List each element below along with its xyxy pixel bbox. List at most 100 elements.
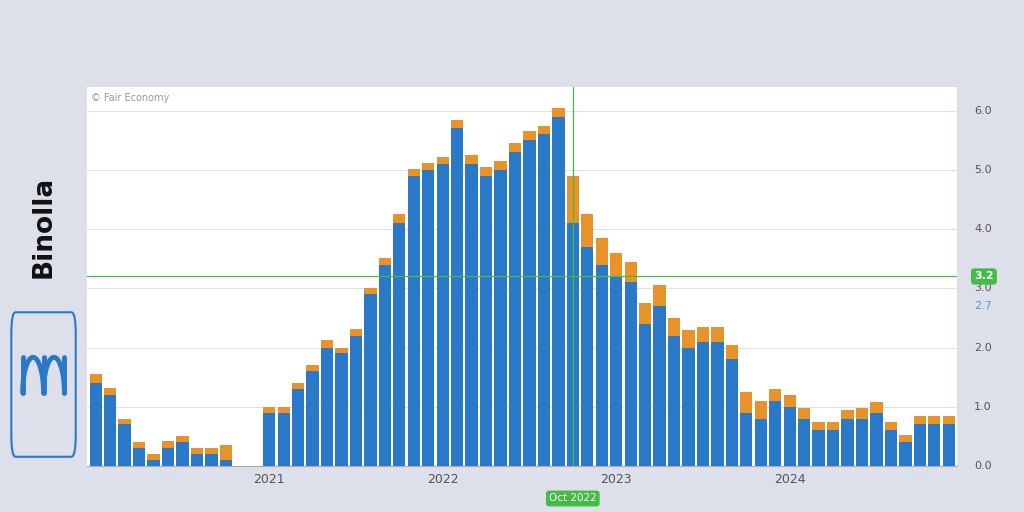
Bar [119, 424, 131, 466]
Bar [712, 327, 724, 342]
Bar [336, 353, 348, 466]
Bar [495, 170, 507, 466]
Bar [365, 288, 377, 294]
Bar [870, 413, 883, 466]
Bar [162, 441, 174, 448]
Bar [610, 276, 623, 466]
Bar [682, 348, 694, 466]
Text: Binolla: Binolla [31, 176, 56, 279]
Bar [928, 416, 940, 424]
Bar [769, 401, 781, 466]
Bar [306, 365, 318, 371]
Bar [842, 419, 854, 466]
Bar [205, 454, 217, 466]
Bar [480, 167, 493, 176]
Bar [610, 253, 623, 276]
Bar [668, 336, 680, 466]
Bar [712, 342, 724, 466]
Bar [89, 383, 101, 466]
Bar [769, 389, 781, 401]
Bar [466, 155, 478, 164]
Bar [943, 416, 955, 424]
Bar [885, 431, 897, 466]
Bar [408, 176, 420, 466]
Bar [726, 359, 738, 466]
Text: © Fair Economy: © Fair Economy [91, 93, 170, 103]
Bar [827, 421, 840, 431]
Bar [755, 401, 767, 419]
Bar [365, 294, 377, 466]
Bar [509, 143, 521, 152]
Bar [856, 408, 868, 419]
Bar [451, 120, 463, 129]
Bar [190, 448, 203, 454]
Bar [89, 374, 101, 383]
Text: Oct 2022: Oct 2022 [549, 494, 597, 503]
Bar [783, 395, 796, 407]
Bar [928, 424, 940, 466]
Bar [393, 215, 406, 223]
Bar [422, 170, 434, 466]
Bar [263, 413, 275, 466]
Bar [190, 454, 203, 466]
Bar [292, 389, 304, 466]
Bar [104, 388, 117, 395]
Bar [379, 265, 391, 466]
Bar [566, 223, 579, 466]
Bar [552, 117, 564, 466]
Bar [408, 169, 420, 176]
Bar [278, 413, 290, 466]
Bar [596, 238, 608, 265]
Bar [653, 306, 666, 466]
Bar [263, 407, 275, 413]
Bar [668, 318, 680, 336]
Bar [538, 125, 550, 135]
Bar [306, 371, 318, 466]
Bar [133, 448, 145, 466]
Text: 4.0: 4.0 [974, 224, 992, 234]
Bar [176, 436, 188, 442]
Bar [321, 348, 333, 466]
Bar [696, 342, 709, 466]
Bar [812, 421, 824, 431]
Bar [104, 395, 117, 466]
Bar [422, 163, 434, 170]
Bar [596, 265, 608, 466]
Bar [336, 348, 348, 353]
Bar [625, 283, 637, 466]
Bar [696, 327, 709, 342]
Bar [899, 442, 911, 466]
Bar [783, 407, 796, 466]
Bar [812, 431, 824, 466]
Bar [842, 410, 854, 419]
Bar [726, 345, 738, 359]
Bar [451, 129, 463, 466]
Bar [682, 330, 694, 348]
Text: 5.0: 5.0 [974, 165, 991, 175]
Bar [582, 247, 594, 466]
Bar [870, 402, 883, 413]
Bar [913, 424, 926, 466]
Bar [176, 442, 188, 466]
Bar [625, 262, 637, 283]
Bar [393, 223, 406, 466]
Bar [755, 419, 767, 466]
Bar [162, 448, 174, 466]
Bar [278, 407, 290, 413]
Bar [582, 215, 594, 247]
Bar [538, 135, 550, 466]
Bar [523, 132, 536, 140]
Bar [509, 152, 521, 466]
Bar [466, 164, 478, 466]
Bar [566, 176, 579, 223]
Bar [147, 454, 160, 460]
Bar [653, 285, 666, 306]
Bar [495, 161, 507, 170]
Bar [899, 435, 911, 442]
Bar [943, 424, 955, 466]
Bar [436, 157, 449, 164]
Bar [220, 460, 232, 466]
Bar [321, 340, 333, 348]
Bar [436, 164, 449, 466]
Bar [350, 336, 362, 466]
